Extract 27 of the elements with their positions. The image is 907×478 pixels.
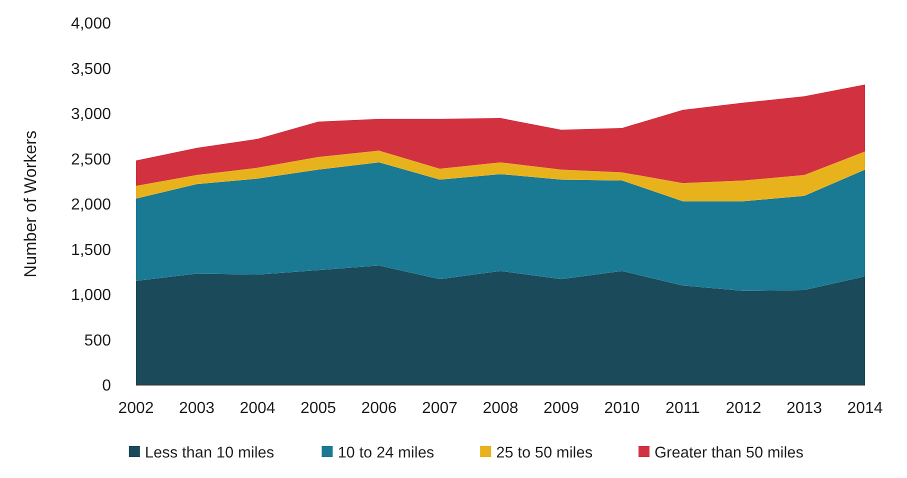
x-tick-label: 2003 bbox=[178, 400, 215, 417]
x-tick-label: 2007 bbox=[422, 400, 458, 417]
legend-label: Less than 10 miles bbox=[144, 444, 274, 462]
x-tick-label: 2005 bbox=[300, 400, 336, 417]
y-tick-label: 4,000 bbox=[70, 16, 112, 33]
x-tick-label: 2014 bbox=[847, 400, 883, 417]
x-tick-label: 2012 bbox=[726, 400, 762, 417]
x-tick-label: 2009 bbox=[543, 400, 580, 417]
x-tick-label: 2008 bbox=[482, 400, 518, 417]
y-tick-label: 2,500 bbox=[70, 151, 112, 168]
legend-label: 10 to 24 miles bbox=[338, 444, 434, 462]
legend-label: 25 to 50 miles bbox=[496, 444, 593, 462]
y-axis-title: Number of Workers bbox=[21, 130, 40, 278]
y-tick-label: 1,500 bbox=[70, 242, 112, 259]
x-tick-label: 2010 bbox=[604, 400, 640, 417]
y-tick-label: 500 bbox=[84, 332, 112, 350]
x-tick-label: 2011 bbox=[666, 400, 700, 417]
x-tick-label: 2002 bbox=[118, 400, 154, 417]
x-tick-label: 2004 bbox=[240, 400, 276, 417]
y-tick-label: 0 bbox=[102, 378, 112, 395]
y-tick-label: 3,500 bbox=[70, 60, 112, 78]
y-tick-label: 2,000 bbox=[70, 196, 112, 214]
x-tick-label: 2013 bbox=[786, 400, 822, 417]
x-tick-label: 2006 bbox=[361, 400, 397, 417]
legend-label: Greater than 50 miles bbox=[654, 444, 804, 462]
y-tick-label: 3,000 bbox=[70, 106, 112, 124]
y-tick-label: 1,000 bbox=[70, 287, 112, 304]
